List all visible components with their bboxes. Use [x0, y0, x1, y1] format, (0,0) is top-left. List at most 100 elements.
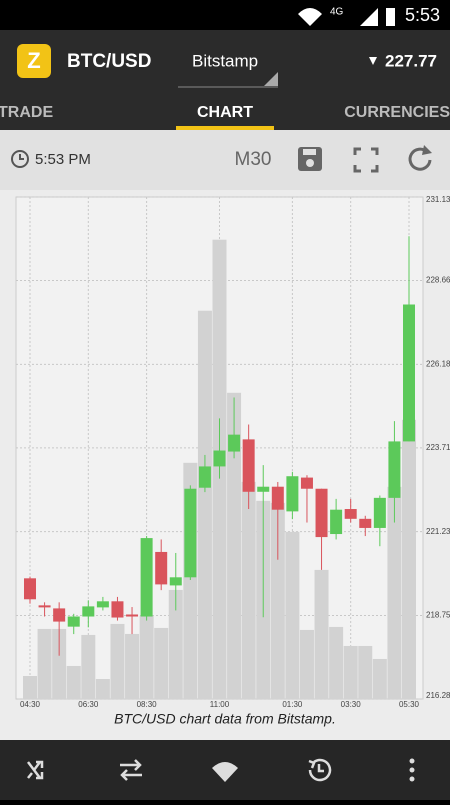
shuffle-button[interactable] [27, 760, 44, 780]
candle-body [198, 466, 211, 488]
tab[interactable]: CURRENCIES [344, 104, 450, 121]
toolbar-time: 5:53 PM [35, 151, 91, 168]
exchange-dropdown[interactable]: Bitstamp [178, 51, 278, 88]
volume-bar [139, 615, 154, 699]
x-tick-label: 04:30 [20, 700, 41, 709]
price-label: 227.77 [385, 51, 437, 70]
candle-body [155, 551, 168, 585]
pair-label: BTC/USD [67, 51, 151, 72]
volume-bar [285, 531, 300, 699]
volume-bar [168, 589, 183, 699]
logo-letter: Z [27, 48, 40, 73]
app-header [0, 30, 450, 130]
candle-body [300, 477, 313, 489]
tab[interactable]: CHART [197, 104, 253, 121]
candle-body [242, 439, 255, 492]
candle-body [213, 450, 226, 467]
volume-bar [372, 658, 387, 699]
volume-bar [270, 502, 285, 699]
candle-body [344, 509, 357, 519]
candle-body [315, 488, 328, 538]
candle-body [140, 538, 153, 617]
refresh-button[interactable] [408, 147, 432, 171]
candle-body [184, 488, 197, 578]
candle-body [82, 606, 95, 617]
candle-body [257, 486, 270, 492]
y-tick-label: 221.23 [426, 527, 450, 536]
tab[interactable]: TRADE [0, 104, 53, 121]
clock-hands [19, 154, 24, 160]
save-icon-disk [306, 159, 314, 167]
x-tick-label: 06:30 [78, 700, 99, 709]
status-time: 5:53 [405, 5, 440, 25]
volume-bar [81, 634, 96, 699]
volume-bar [197, 310, 212, 699]
fullscreen-button[interactable] [353, 147, 379, 173]
candle-body [169, 577, 182, 586]
chart-caption: BTC/USD chart data from Bitstamp. [114, 711, 336, 727]
volume-bar [241, 481, 256, 699]
price-down-arrow [369, 57, 377, 65]
menu-button[interactable] [409, 758, 415, 782]
volume-bar [329, 626, 344, 699]
volume-bar [95, 678, 110, 699]
y-tick-label: 228.66 [426, 276, 450, 285]
volume-bar [299, 629, 314, 699]
candle-body [271, 486, 284, 510]
candle-body [388, 441, 401, 498]
x-tick-label: 05:30 [399, 700, 420, 709]
signal-icon [360, 8, 378, 26]
menu-dot [409, 758, 415, 764]
volume-bar [110, 623, 125, 699]
candle-body [330, 509, 343, 535]
status-bar [0, 0, 450, 30]
toolbar [0, 130, 450, 190]
volume-bar [125, 633, 140, 699]
x-tick-label: 03:30 [341, 700, 362, 709]
y-tick-label: 218.75 [426, 611, 450, 620]
network-label: 4G [330, 7, 344, 18]
volume-bar [387, 486, 402, 699]
candle-body [111, 601, 124, 618]
interval-button[interactable]: M30 [235, 149, 272, 170]
refresh-arrow [422, 145, 432, 155]
swap-button[interactable] [120, 759, 142, 781]
volume-bar [402, 419, 416, 699]
save-icon-slot [303, 149, 316, 155]
exchange-label[interactable]: Bitstamp [192, 51, 258, 70]
volume-bar [227, 392, 242, 699]
y-tick-label: 216.28 [426, 691, 450, 700]
volume-bar [37, 628, 52, 699]
candle-body [286, 476, 299, 512]
x-tick-label: 01:30 [282, 700, 303, 709]
candle-body [403, 304, 415, 442]
x-tick-label: 11:00 [210, 700, 230, 709]
volume-bar [314, 569, 329, 699]
y-tick-label: 231.13 [426, 195, 450, 204]
candle-body [228, 434, 241, 452]
dropdown-arrow [264, 72, 278, 86]
save-button[interactable] [298, 147, 322, 171]
y-tick-label: 223.71 [426, 443, 450, 452]
tab-indicator [176, 126, 274, 130]
volume-bar [343, 645, 358, 699]
y-tick-label: 226.18 [426, 359, 450, 368]
candle-body [373, 497, 386, 528]
clock-icon [11, 150, 29, 168]
candle-body [67, 616, 80, 627]
candle-body [359, 518, 372, 528]
logo [17, 44, 51, 78]
battery-icon [386, 8, 395, 26]
menu-dot [409, 767, 415, 773]
candle-body [126, 614, 139, 617]
history-button[interactable] [308, 758, 332, 782]
volume-bar [52, 628, 67, 699]
volume-bar [66, 665, 81, 699]
x-tick-label: 08:30 [137, 700, 158, 709]
volume-bar [358, 645, 373, 699]
wifi-icon [298, 8, 322, 26]
candle-body [24, 578, 36, 600]
wifi-button[interactable] [212, 762, 238, 782]
